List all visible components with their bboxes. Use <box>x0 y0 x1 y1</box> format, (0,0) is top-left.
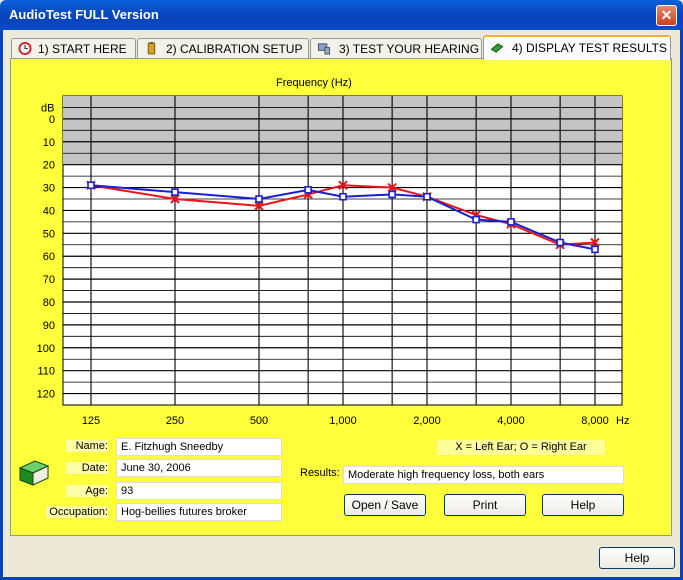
tab-start-here[interactable]: 1) START HERE <box>11 38 136 58</box>
results-panel <box>10 58 672 536</box>
age-field[interactable]: 93 <box>116 482 282 500</box>
tab-label: 1) START HERE <box>38 42 127 56</box>
book-icon <box>490 43 504 53</box>
title-bar: AudioTest FULL Version ✕ <box>0 0 683 30</box>
tab-label: 4) DISPLAY TEST RESULTS <box>512 41 667 55</box>
date-label: Date: <box>66 462 108 474</box>
date-field[interactable]: June 30, 2006 <box>116 459 282 477</box>
occupation-field[interactable]: Hog-bellies futures broker <box>116 503 282 521</box>
tab-calibration-setup[interactable]: 2) CALIBRATION SETUP <box>137 38 309 58</box>
close-button[interactable]: ✕ <box>656 5 677 26</box>
window-frame <box>0 30 683 580</box>
help-button[interactable]: Help <box>542 494 624 516</box>
results-label: Results: <box>300 467 340 479</box>
tab-display-test-results[interactable]: 4) DISPLAY TEST RESULTS <box>483 35 671 60</box>
name-label: Name: <box>66 440 108 452</box>
occupation-label: Occupation: <box>46 506 108 518</box>
open-save-button[interactable]: Open / Save <box>344 494 426 516</box>
battery-icon <box>147 42 156 55</box>
clock-icon <box>18 42 32 55</box>
age-label: Age: <box>66 485 108 497</box>
help-button-bottom[interactable]: Help <box>599 547 675 569</box>
computer-icon <box>317 43 331 55</box>
tab-label: 3) TEST YOUR HEARING <box>339 42 480 56</box>
window-title: AudioTest FULL Version <box>9 7 159 22</box>
chart-legend: X = Left Ear; O = Right Ear <box>437 440 605 455</box>
chart-title: Frequency (Hz) <box>276 77 352 89</box>
tab-label: 2) CALIBRATION SETUP <box>166 42 303 56</box>
results-field[interactable]: Moderate high frequency loss, both ears <box>343 466 624 484</box>
print-button[interactable]: Print <box>444 494 526 516</box>
tab-test-your-hearing[interactable]: 3) TEST YOUR HEARING <box>310 38 482 58</box>
name-field[interactable]: E. Fitzhugh Sneedby <box>116 438 282 456</box>
book-icon <box>18 460 50 486</box>
